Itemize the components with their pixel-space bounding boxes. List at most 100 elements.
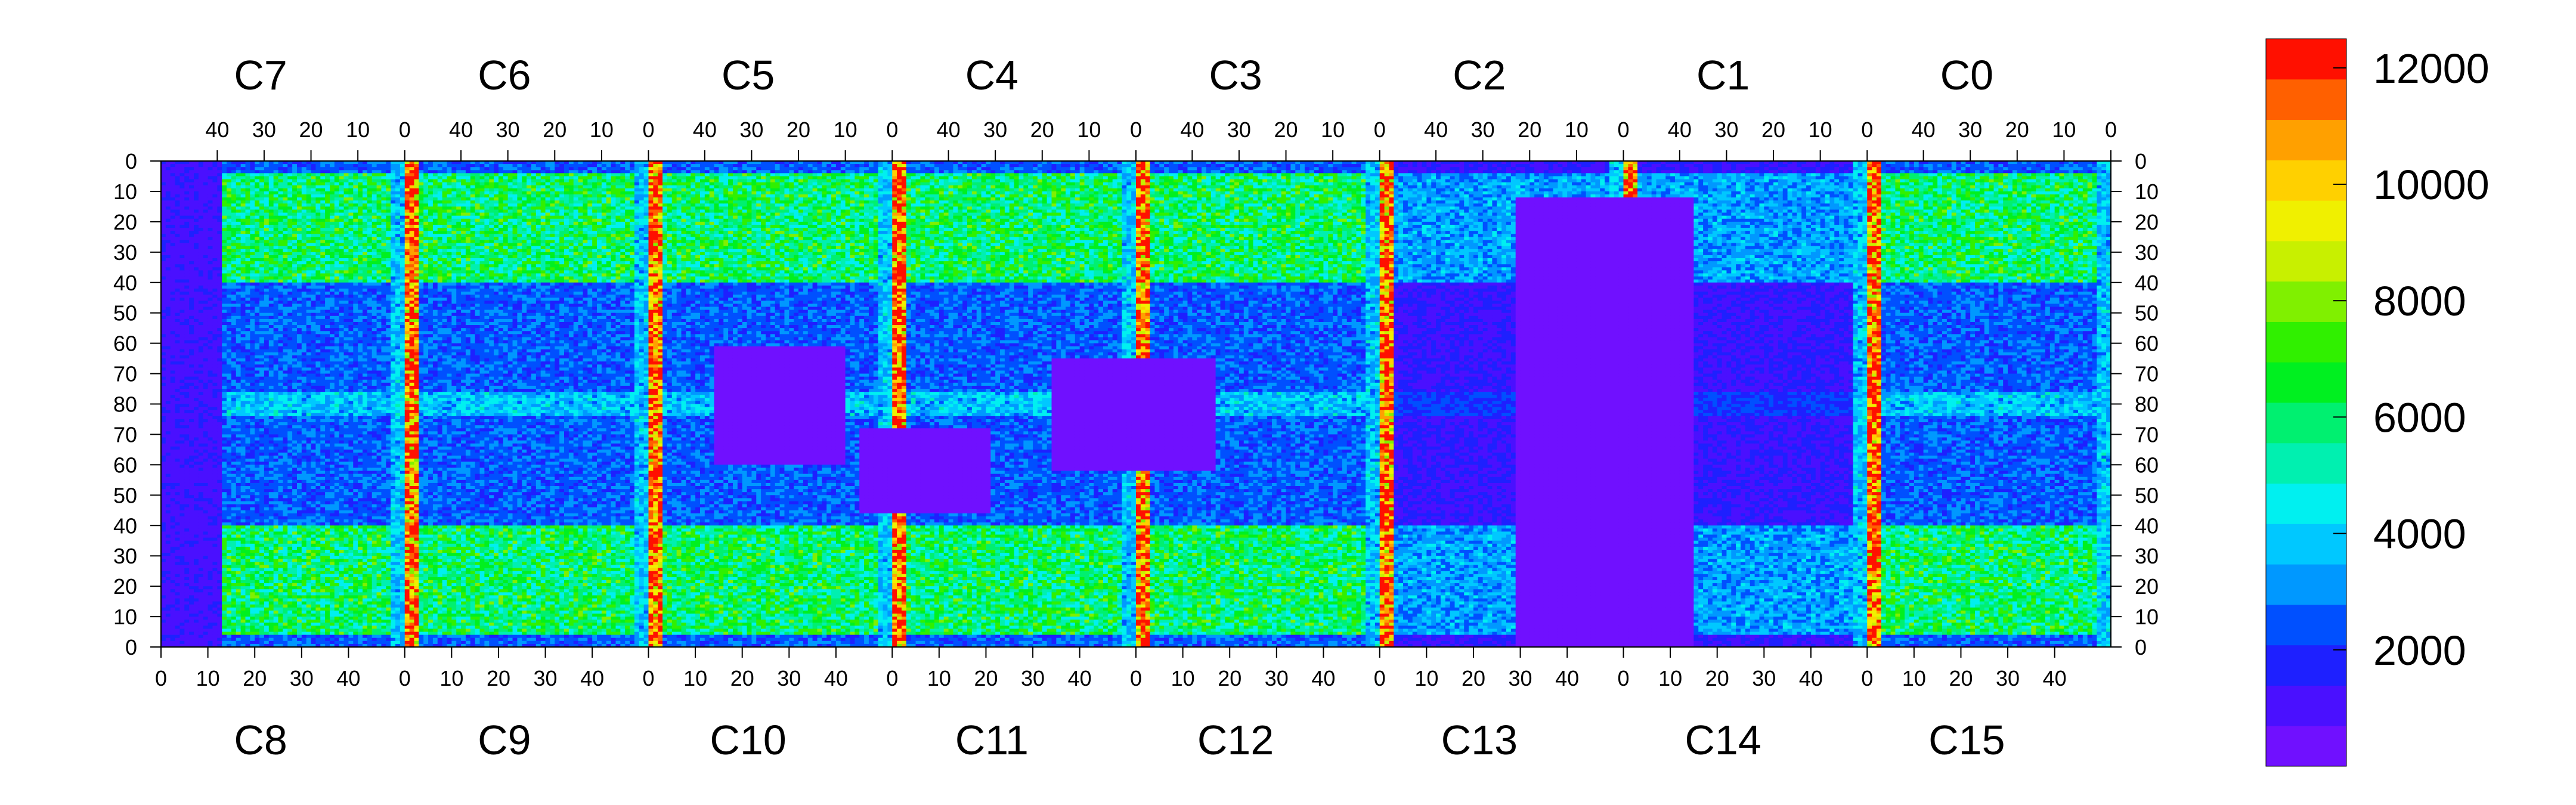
heatmap-cell	[212, 459, 217, 462]
heatmap-cell	[212, 258, 217, 262]
heatmap-cell	[203, 465, 208, 468]
heatmap-cell	[171, 316, 175, 320]
heatmap-cell	[175, 267, 180, 271]
heatmap-cell	[208, 401, 213, 404]
heatmap-cell	[212, 328, 217, 332]
heatmap-cell	[179, 434, 184, 438]
heatmap-cell	[161, 283, 166, 286]
heatmap-cell	[175, 340, 180, 344]
heatmap-cell	[217, 586, 222, 590]
heatmap-cell	[208, 404, 213, 408]
heatmap-cell	[161, 456, 166, 459]
heatmap-cell	[161, 447, 166, 450]
heatmap-cell	[171, 203, 175, 207]
heatmap-cell	[184, 522, 189, 526]
heatmap-cell	[175, 273, 180, 277]
heatmap-cell	[166, 459, 171, 462]
heatmap-cell	[203, 370, 208, 374]
heatmap-cell	[175, 264, 180, 268]
heatmap-cell	[212, 617, 217, 620]
heatmap-cell	[171, 589, 175, 593]
heatmap-cell	[199, 249, 203, 253]
heatmap-cell	[203, 304, 208, 307]
heatmap-cell	[199, 328, 203, 332]
heatmap-cell	[175, 431, 180, 435]
heatmap-cell	[171, 280, 175, 283]
heatmap-cell	[171, 547, 175, 550]
heatmap-cell	[208, 267, 213, 271]
heatmap-cell	[212, 465, 217, 468]
heatmap-cell	[194, 471, 199, 475]
heatmap-cell	[217, 307, 222, 311]
heatmap-cell	[171, 450, 175, 453]
heatmap-cell	[166, 234, 171, 237]
heatmap-cell	[203, 179, 208, 183]
heatmap-cell	[208, 422, 213, 426]
heatmap-cell	[194, 237, 199, 240]
heatmap-cell	[184, 334, 189, 338]
heatmap-cell	[212, 583, 217, 587]
heatmap-cell	[161, 410, 166, 414]
heatmap-cell	[189, 602, 194, 605]
heatmap-cell	[189, 231, 194, 234]
heatmap-cell	[194, 465, 199, 468]
heatmap-cell	[208, 328, 213, 332]
heatmap-cell	[217, 349, 222, 353]
heatmap-cell	[199, 295, 203, 298]
heatmap-cell	[212, 176, 217, 179]
heatmap-cell	[212, 203, 217, 207]
heatmap-cell	[212, 210, 217, 213]
heatmap-cell	[161, 611, 166, 614]
heatmap-cell	[166, 538, 171, 541]
heatmap-cell	[161, 438, 166, 441]
heatmap-cell	[217, 535, 222, 538]
heatmap-cell	[212, 513, 217, 517]
heatmap-cell	[203, 483, 208, 487]
heatmap-cell	[171, 234, 175, 237]
heatmap-cell	[212, 413, 217, 417]
heatmap-cell	[212, 280, 217, 283]
heatmap-cell	[171, 438, 175, 441]
heatmap-cell	[184, 413, 189, 417]
heatmap-cell	[175, 231, 180, 234]
heatmap-cell	[179, 249, 184, 253]
heatmap-cell	[199, 164, 203, 168]
heatmap-cell	[199, 428, 203, 432]
heatmap-cell	[166, 358, 171, 362]
heatmap-cell	[217, 541, 222, 544]
heatmap-cell	[217, 492, 222, 496]
heatmap-cell	[175, 374, 180, 377]
heatmap-cell	[212, 167, 217, 171]
heatmap-cell	[184, 474, 189, 478]
heatmap-cell	[179, 319, 184, 323]
heatmap-cell	[171, 431, 175, 435]
heatmap-cell	[175, 483, 180, 487]
heatmap-cell	[175, 541, 180, 544]
heatmap-cell	[179, 565, 184, 568]
heatmap-cell	[166, 510, 171, 514]
heatmap-cell	[189, 550, 194, 553]
heatmap-cell	[184, 589, 189, 593]
heatmap-cell	[189, 255, 194, 259]
heatmap-cell	[212, 234, 217, 237]
heatmap-cell	[179, 453, 184, 456]
heatmap-cell	[199, 562, 203, 565]
heatmap-cell	[179, 210, 184, 213]
heatmap-cell	[208, 298, 213, 301]
heatmap-cell	[208, 277, 213, 280]
heatmap-cell	[189, 413, 194, 417]
heatmap-cell	[175, 453, 180, 456]
heatmap-cell	[194, 477, 199, 481]
heatmap-cell	[199, 620, 203, 623]
heatmap-cell	[189, 495, 194, 499]
heatmap-cell	[189, 364, 194, 368]
heatmap-cell	[175, 337, 180, 340]
heatmap-cell	[199, 544, 203, 547]
heatmap-cell	[208, 498, 213, 501]
heatmap-cell	[199, 638, 203, 642]
heatmap-cell	[199, 519, 203, 523]
heatmap-cell	[175, 188, 180, 192]
heatmap-cell	[208, 249, 213, 253]
heatmap-cell	[179, 583, 184, 587]
heatmap-cell	[184, 246, 189, 250]
